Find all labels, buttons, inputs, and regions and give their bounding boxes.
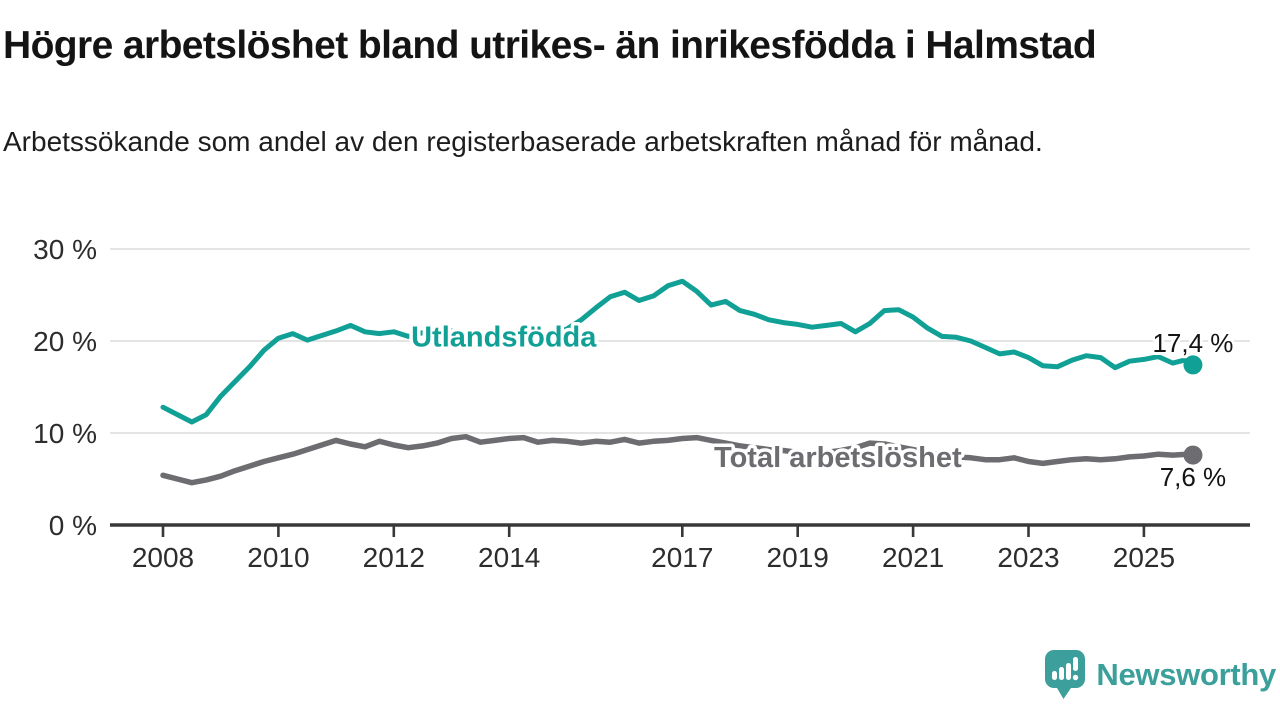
exclamation-dot [1073,674,1079,681]
series-label-utlandsfodda: Utlandsfödda [411,321,597,353]
series-end-value-total: 7,6 % [1160,462,1227,492]
y-tick-label-20: 20 % [33,326,97,357]
x-tick-label-2008: 2008 [132,542,194,573]
x-tick-label-2023: 2023 [997,542,1059,573]
y-tick-label-10: 10 % [33,418,97,449]
x-tick-label-2012: 2012 [363,542,425,573]
x-tick-label-2019: 2019 [767,542,829,573]
x-tick-label-2014: 2014 [478,542,540,573]
series-end-value-utlandsfodda: 17,4 % [1152,328,1233,358]
bar-large [1066,663,1072,680]
x-tick-label-2017: 2017 [651,542,713,573]
newsworthy-logo-icon [1045,650,1086,699]
y-tick-label-30: 30 % [33,234,97,265]
series-end-dot-total [1183,445,1203,465]
page-subtitle: Arbetssökande som andel av den registerb… [3,126,1043,157]
x-tick-label-2025: 2025 [1113,542,1175,573]
bar-medium [1059,667,1065,680]
series-line-utlandsfodda [160,278,1196,425]
page-title: Högre arbetslöshet bland utrikes- än inr… [3,24,1097,67]
x-tick-label-2010: 2010 [247,542,309,573]
x-tick-label-2021: 2021 [882,542,944,573]
newsworthy-logo-text: Newsworthy [1096,657,1276,692]
y-tick-label-0: 0 % [49,510,97,541]
newsworthy-logo: Newsworthy [1044,648,1276,702]
series-line-total [160,433,1196,486]
bar-small [1052,671,1058,680]
series-label-total: Total arbetslöshet [714,442,962,474]
series-end-dot-utlandsfodda [1183,355,1203,375]
speech-bubble-shape [1045,650,1086,699]
exclamation-stem [1073,657,1079,671]
